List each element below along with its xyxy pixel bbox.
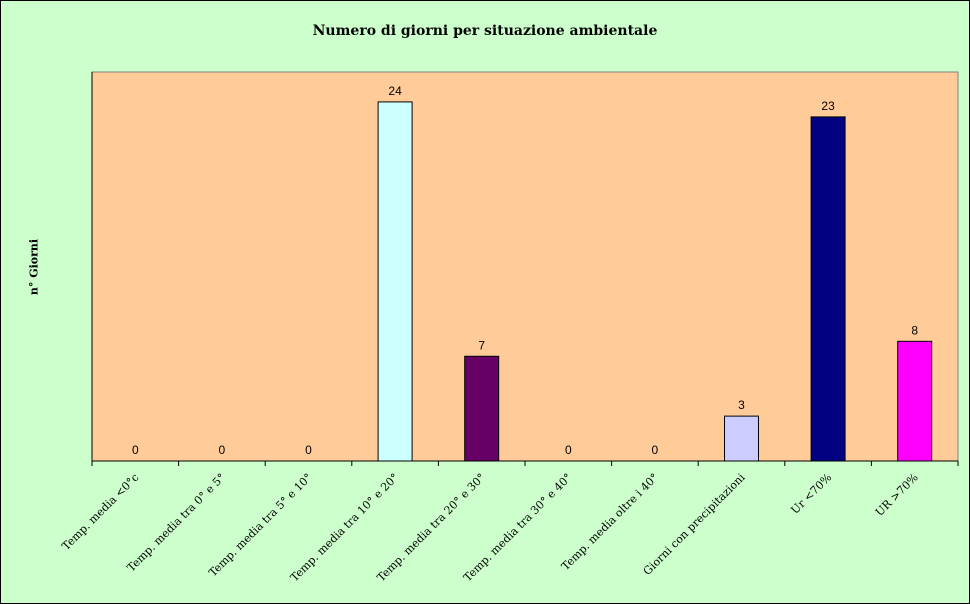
data-label: 3 (738, 398, 745, 412)
x-tick-label: Temp. media tra 5° e 10° (206, 471, 314, 579)
x-tick-label: Temp. media tra 0° e 5° (125, 471, 228, 574)
data-label: 0 (565, 443, 572, 457)
chart-title: Numero di giorni per situazione ambienta… (312, 23, 658, 39)
x-tick-label: Temp. media oltre i 40° (559, 471, 661, 573)
data-label: 24 (388, 84, 402, 98)
x-tick-label: Temp. media <0°c (59, 471, 141, 553)
x-tick-label: Giorni con precipitazioni (641, 471, 748, 578)
data-label: 0 (305, 443, 312, 457)
bar (464, 355, 500, 462)
bar (724, 415, 759, 462)
x-tick-label: Ur <70% (788, 471, 834, 517)
data-label: 8 (911, 323, 918, 337)
bar (897, 340, 933, 462)
data-label: 0 (652, 443, 659, 457)
data-label: 0 (219, 443, 226, 457)
bar (377, 101, 413, 462)
bar (810, 116, 846, 462)
data-label: 7 (478, 338, 485, 352)
x-tick-label: UR >70% (873, 471, 921, 519)
data-label: 23 (821, 99, 835, 113)
data-label: 0 (132, 443, 139, 457)
